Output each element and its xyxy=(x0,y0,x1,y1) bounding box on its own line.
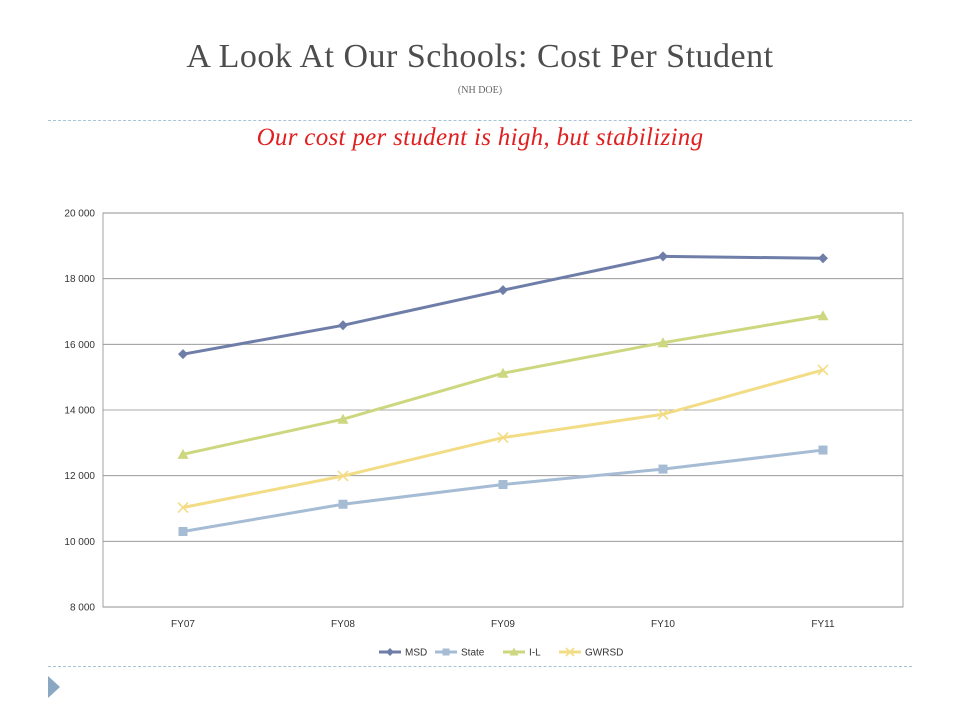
data-point-state xyxy=(338,499,348,509)
legend-marker-i-l xyxy=(509,647,519,656)
data-point-msd xyxy=(498,285,508,296)
y-tick-label: 20 000 xyxy=(64,209,95,220)
legend-label-state: State xyxy=(461,648,485,659)
slide-subtitle: Our cost per student is high, but stabil… xyxy=(256,124,704,151)
data-point-msd xyxy=(178,349,188,360)
data-point-state xyxy=(658,464,668,474)
y-tick-label: 8 000 xyxy=(70,603,95,614)
y-tick-label: 14 000 xyxy=(64,406,95,417)
data-point-gwrsd xyxy=(177,501,189,514)
x-tick-label: FY11 xyxy=(811,619,835,630)
slide-title: A Look At Our Schools: Cost Per Student xyxy=(186,38,774,75)
data-point-state xyxy=(818,445,828,455)
x-tick-label: FY08 xyxy=(331,619,355,630)
data-point-state xyxy=(498,480,508,490)
data-point-i-l xyxy=(817,310,829,321)
data-point-gwrsd xyxy=(497,432,509,444)
data-point-msd xyxy=(818,253,828,264)
y-tick-label: 18 000 xyxy=(64,274,95,285)
legend-label-i-l: I-L xyxy=(529,648,541,659)
source-note: (NH DOE) xyxy=(457,85,503,96)
legend-label-gwrsd: GWRSD xyxy=(585,648,623,659)
bottom-divider xyxy=(48,666,912,667)
data-point-gwrsd xyxy=(337,470,349,482)
data-point-msd xyxy=(338,320,348,331)
y-tick-label: 10 000 xyxy=(64,537,95,548)
y-tick-label: 16 000 xyxy=(64,340,95,351)
slide-marker-icon xyxy=(48,676,60,698)
data-point-i-l xyxy=(337,413,349,424)
data-point-i-l xyxy=(497,367,509,378)
legend-marker-msd xyxy=(386,648,394,656)
data-point-state xyxy=(178,526,188,536)
data-point-gwrsd xyxy=(657,408,669,420)
x-tick-label: FY09 xyxy=(491,619,515,630)
series-line-state xyxy=(182,448,824,533)
y-tick-label: 12 000 xyxy=(64,471,95,482)
series-line-msd xyxy=(182,254,824,356)
x-tick-label: FY10 xyxy=(651,619,675,630)
top-divider xyxy=(48,120,912,121)
data-point-gwrsd xyxy=(817,364,829,376)
x-tick-label: FY07 xyxy=(171,619,195,630)
legend-marker-gwrsd xyxy=(565,647,575,657)
data-point-msd xyxy=(658,251,668,262)
legend-label-msd: MSD xyxy=(405,648,427,659)
legend-marker-state xyxy=(442,648,450,656)
data-point-i-l xyxy=(177,448,189,459)
data-point-i-l xyxy=(657,337,669,348)
